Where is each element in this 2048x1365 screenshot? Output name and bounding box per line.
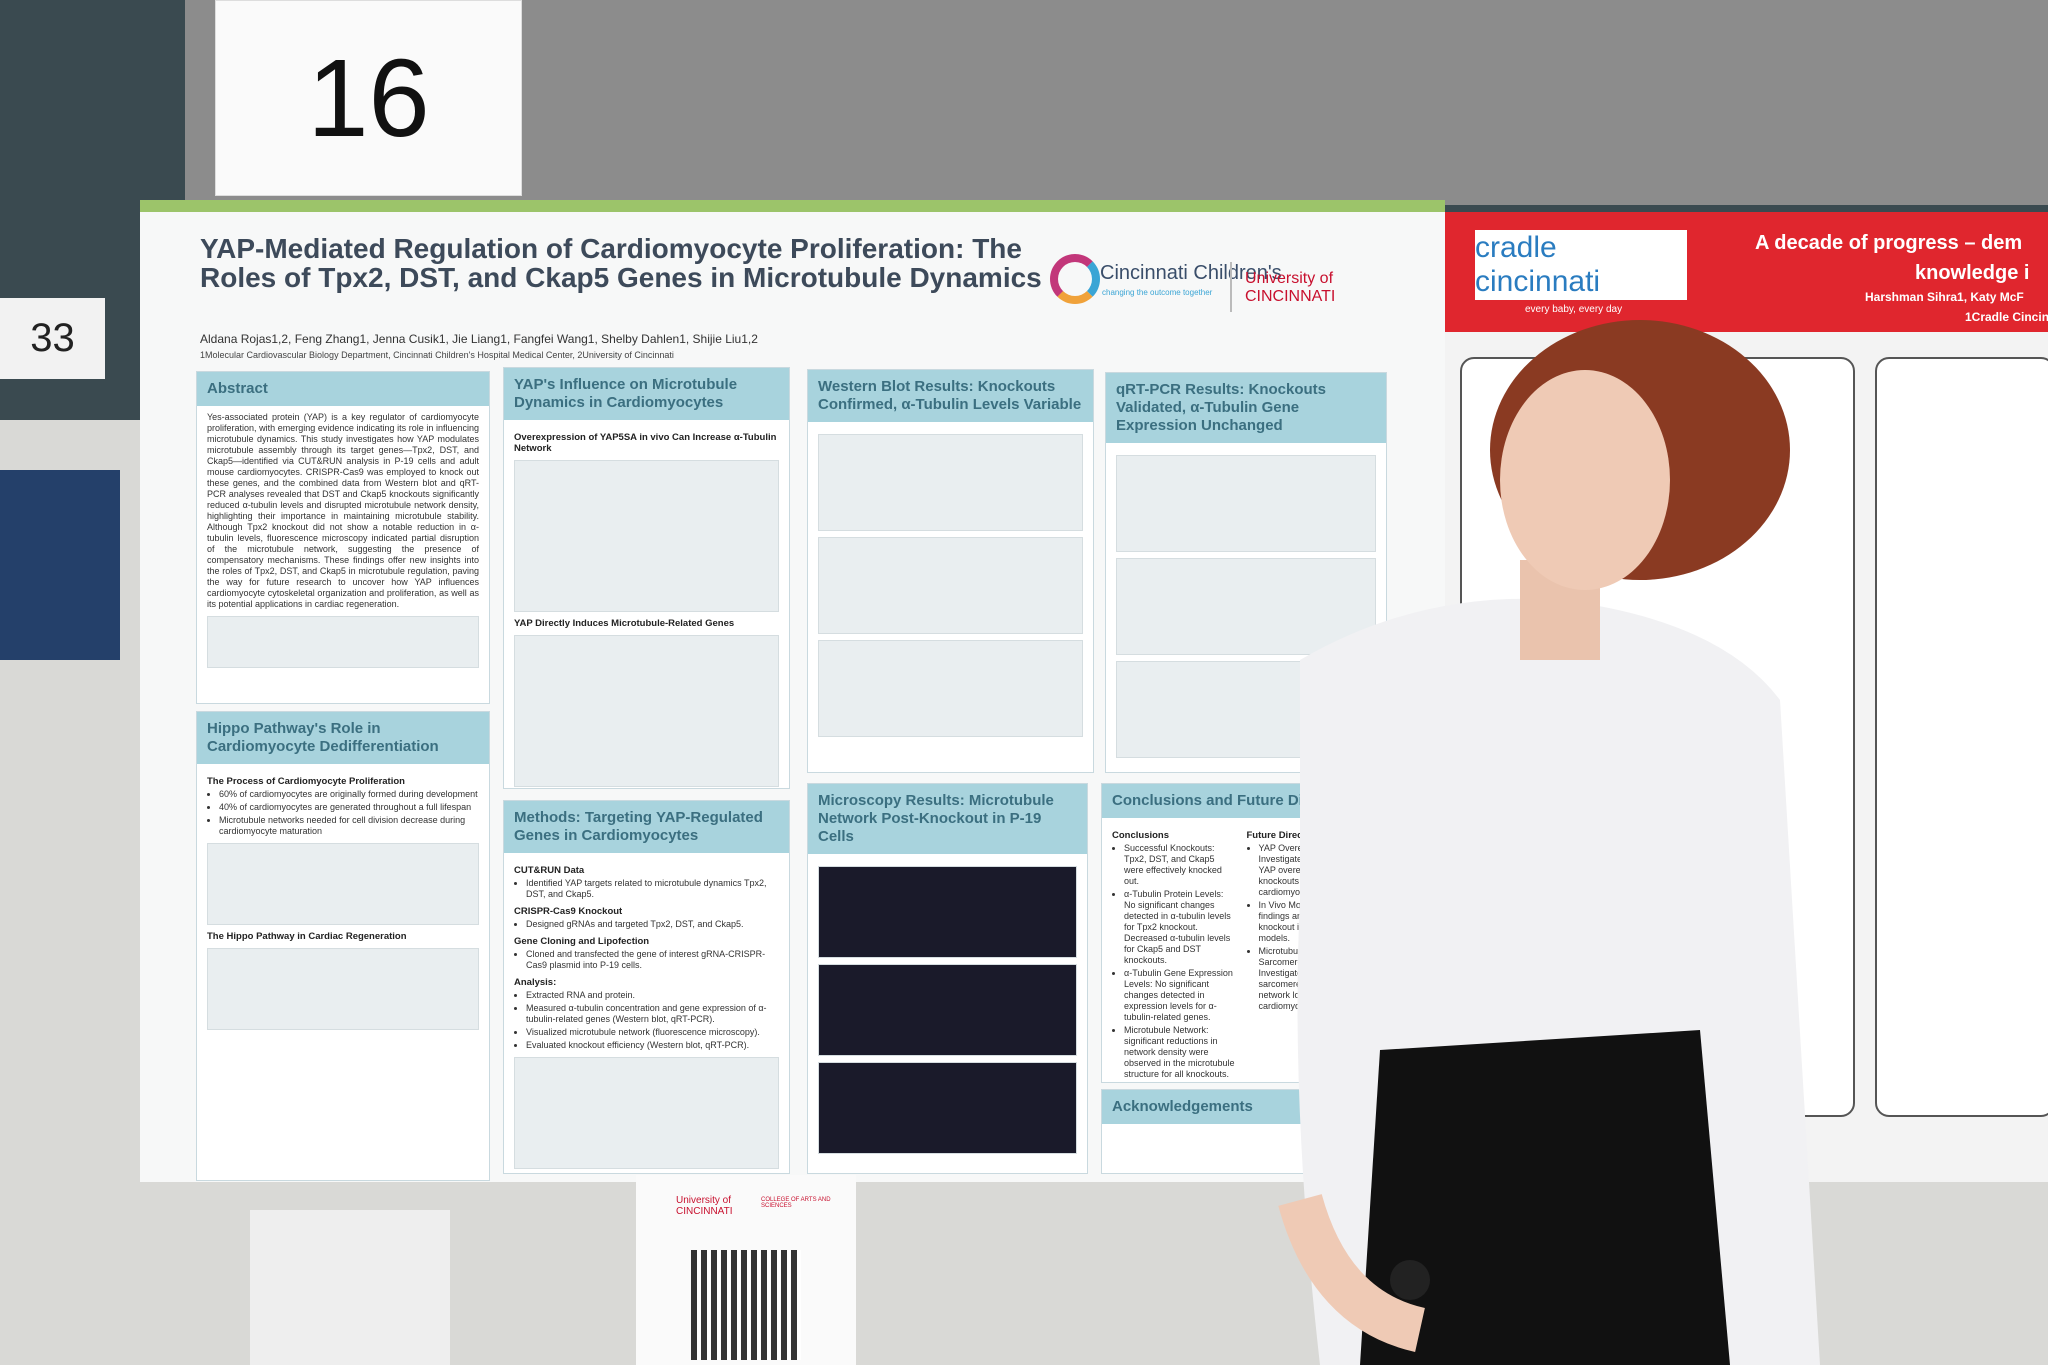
- paragraph: Yes-associated protein (YAP) is a key re…: [207, 412, 479, 609]
- section-body: [808, 854, 1087, 1166]
- face: [1500, 370, 1670, 590]
- logo-divider: [1230, 262, 1232, 312]
- neighbour-poster: [0, 470, 120, 660]
- group-title: CUT&RUN Data: [514, 865, 585, 876]
- watch: [1390, 1260, 1430, 1300]
- qr-university: University of CINCINNATI: [676, 1195, 733, 1217]
- section-heading: Western Blot Results: Knockouts Confirme…: [808, 370, 1093, 422]
- group-title: CRISPR-Cas9 Knockout: [514, 906, 623, 917]
- bullet: α-Tubulin Protein Levels: No significant…: [1124, 889, 1237, 966]
- children-logo: Cincinnati Children's: [1100, 262, 1282, 284]
- figure: [818, 866, 1077, 958]
- bullet-list: Successful Knockouts: Tpx2, DST, and Cka…: [1124, 843, 1237, 1082]
- qr-college: COLLEGE OF ARTS AND SCIENCES: [761, 1197, 831, 1209]
- bullet: Cloned and transfected the gene of inter…: [526, 949, 779, 971]
- bullet: Microtubule networks needed for cell div…: [219, 815, 479, 837]
- bullet-list: Extracted RNA and protein. Measured α-tub…: [526, 990, 779, 1051]
- section-heading: Abstract: [197, 372, 489, 406]
- bullet-list: Designed gRNAs and targeted Tpx2, DST, a…: [526, 919, 779, 930]
- bullet: Successful Knockouts: Tpx2, DST, and Cka…: [1124, 843, 1237, 887]
- figure: [818, 640, 1083, 737]
- side-sign: 33: [0, 298, 105, 379]
- section-heading: Methods: Targeting YAP-Regulated Genes i…: [504, 801, 789, 853]
- right-poster-affiliation: 1Cradle Cincin: [1965, 310, 2048, 324]
- right-poster-panel-2: [1875, 357, 2048, 1117]
- poster-authors: Aldana Rojas1,2, Feng Zhang1, Jenna Cusi…: [200, 332, 758, 346]
- figure: [514, 1057, 779, 1169]
- bullet-list: Cloned and transfected the gene of inter…: [526, 949, 779, 971]
- bullet: Evaluated knockout efficiency (Western b…: [526, 1040, 779, 1051]
- section-heading: Microscopy Results: Microtubule Network …: [808, 784, 1087, 854]
- section-heading: Acknowledgements: [1102, 1090, 1305, 1124]
- cradle-tagline: every baby, every day: [1525, 304, 1623, 315]
- figure: [1116, 558, 1376, 655]
- section-body: [1106, 443, 1386, 770]
- right-poster-title-2: knowledge i: [1915, 262, 2030, 284]
- poster-section: Abstract Yes-associated protein (YAP) is …: [196, 371, 490, 704]
- figure: [207, 616, 479, 668]
- bullet-list: 60% of cardiomyocytes are originally for…: [219, 789, 479, 837]
- bullet: 40% of cardiomyocytes are generated thro…: [219, 802, 479, 813]
- children-logo-mark: [1050, 254, 1100, 304]
- section-heading: qRT-PCR Results: Knockouts Validated, α-…: [1106, 373, 1386, 443]
- group-title: Future Directions: [1246, 830, 1326, 841]
- qr-card: University of CINCINNATI COLLEGE OF ARTS…: [636, 1175, 856, 1365]
- qr-code: [691, 1250, 801, 1360]
- bullet: Designed gRNAs and targeted Tpx2, DST, a…: [526, 919, 779, 930]
- column: Conclusions Successful Knockouts: Tpx2, D…: [1112, 824, 1237, 1082]
- poster-section: Methods: Targeting YAP-Regulated Genes i…: [503, 800, 790, 1174]
- figure: [514, 635, 779, 787]
- poster-section: Hippo Pathway's Role in Cardiomyocyte De…: [196, 711, 490, 1181]
- figure: [818, 537, 1083, 634]
- group-title: YAP Directly Induces Microtubule-Related…: [514, 618, 735, 629]
- figure: [514, 460, 779, 612]
- figure: [818, 1062, 1077, 1154]
- arm: [1278, 1193, 1426, 1352]
- section-heading: YAP's Influence on Microtubule Dynamics …: [504, 368, 789, 420]
- group-title: The Process of Cardiomyocyte Proliferati…: [207, 776, 405, 787]
- poster-section: Microscopy Results: Microtubule Network …: [807, 783, 1088, 1174]
- bullet: Extracted RNA and protein.: [526, 990, 779, 1001]
- group-title: Gene Cloning and Lipofection: [514, 936, 650, 947]
- bullet: α-Tubulin Gene Expression Levels: No sig…: [1124, 968, 1237, 1023]
- section-body: Overexpression of YAP5SA in vivo Can Inc…: [504, 420, 789, 788]
- qr-card-left: [250, 1210, 450, 1365]
- right-poster-authors: Harshman Sihra1, Katy McF: [1865, 290, 2024, 304]
- right-poster-title: A decade of progress – dem: [1755, 232, 2023, 254]
- skirt: [1360, 1030, 1730, 1365]
- bullet: Identified YAP targets related to microt…: [526, 878, 779, 900]
- group-title: Conclusions: [1112, 830, 1170, 841]
- poster-affiliation: 1Molecular Cardiovascular Biology Depart…: [200, 350, 674, 360]
- section-body: Yes-associated protein (YAP) is a key re…: [197, 406, 489, 680]
- figure: [207, 843, 479, 925]
- group-title: The Hippo Pathway in Cardiac Regeneratio…: [207, 931, 407, 942]
- cradle-logo: cradle cincinnati: [1475, 230, 1687, 300]
- figure: [818, 434, 1083, 531]
- figure: [1116, 455, 1376, 552]
- poster: YAP-Mediated Regulation of Cardiomyocyte…: [140, 200, 1445, 1182]
- poster-section: Western Blot Results: Knockouts Confirme…: [807, 369, 1094, 773]
- poster-section: YAP's Influence on Microtubule Dynamics …: [503, 367, 790, 789]
- section-heading: Hippo Pathway's Role in Cardiomyocyte De…: [197, 712, 489, 764]
- children-tagline: changing the outcome together: [1102, 288, 1213, 297]
- section-body: CUT&RUN Data Identified YAP targets relat…: [504, 853, 789, 1173]
- bullet: Visualized microtubule network (fluoresc…: [526, 1027, 779, 1038]
- bullet: 60% of cardiomyocytes are originally for…: [219, 789, 479, 800]
- section-body: The Process of Cardiomyocyte Proliferati…: [197, 764, 489, 1042]
- section-body: [808, 422, 1093, 749]
- bullet: Measured α-tubulin concentration and gen…: [526, 1003, 779, 1025]
- bullet: Microtubule Network: significant reducti…: [1124, 1025, 1237, 1080]
- poster-title: YAP-Mediated Regulation of Cardiomyocyte…: [200, 233, 1042, 293]
- bullet-list: Identified YAP targets related to microt…: [526, 878, 779, 900]
- figure: [207, 948, 479, 1030]
- sign-number: 16: [215, 0, 522, 196]
- figure: [818, 964, 1077, 1056]
- uc-logo: University of CINCINNATI: [1245, 270, 1336, 305]
- poster-section: Acknowledgements: [1101, 1089, 1306, 1174]
- group-title: Overexpression of YAP5SA in vivo Can Inc…: [514, 432, 777, 454]
- group-title: Analysis:: [514, 977, 557, 988]
- fabric-panel: [520, 0, 2048, 205]
